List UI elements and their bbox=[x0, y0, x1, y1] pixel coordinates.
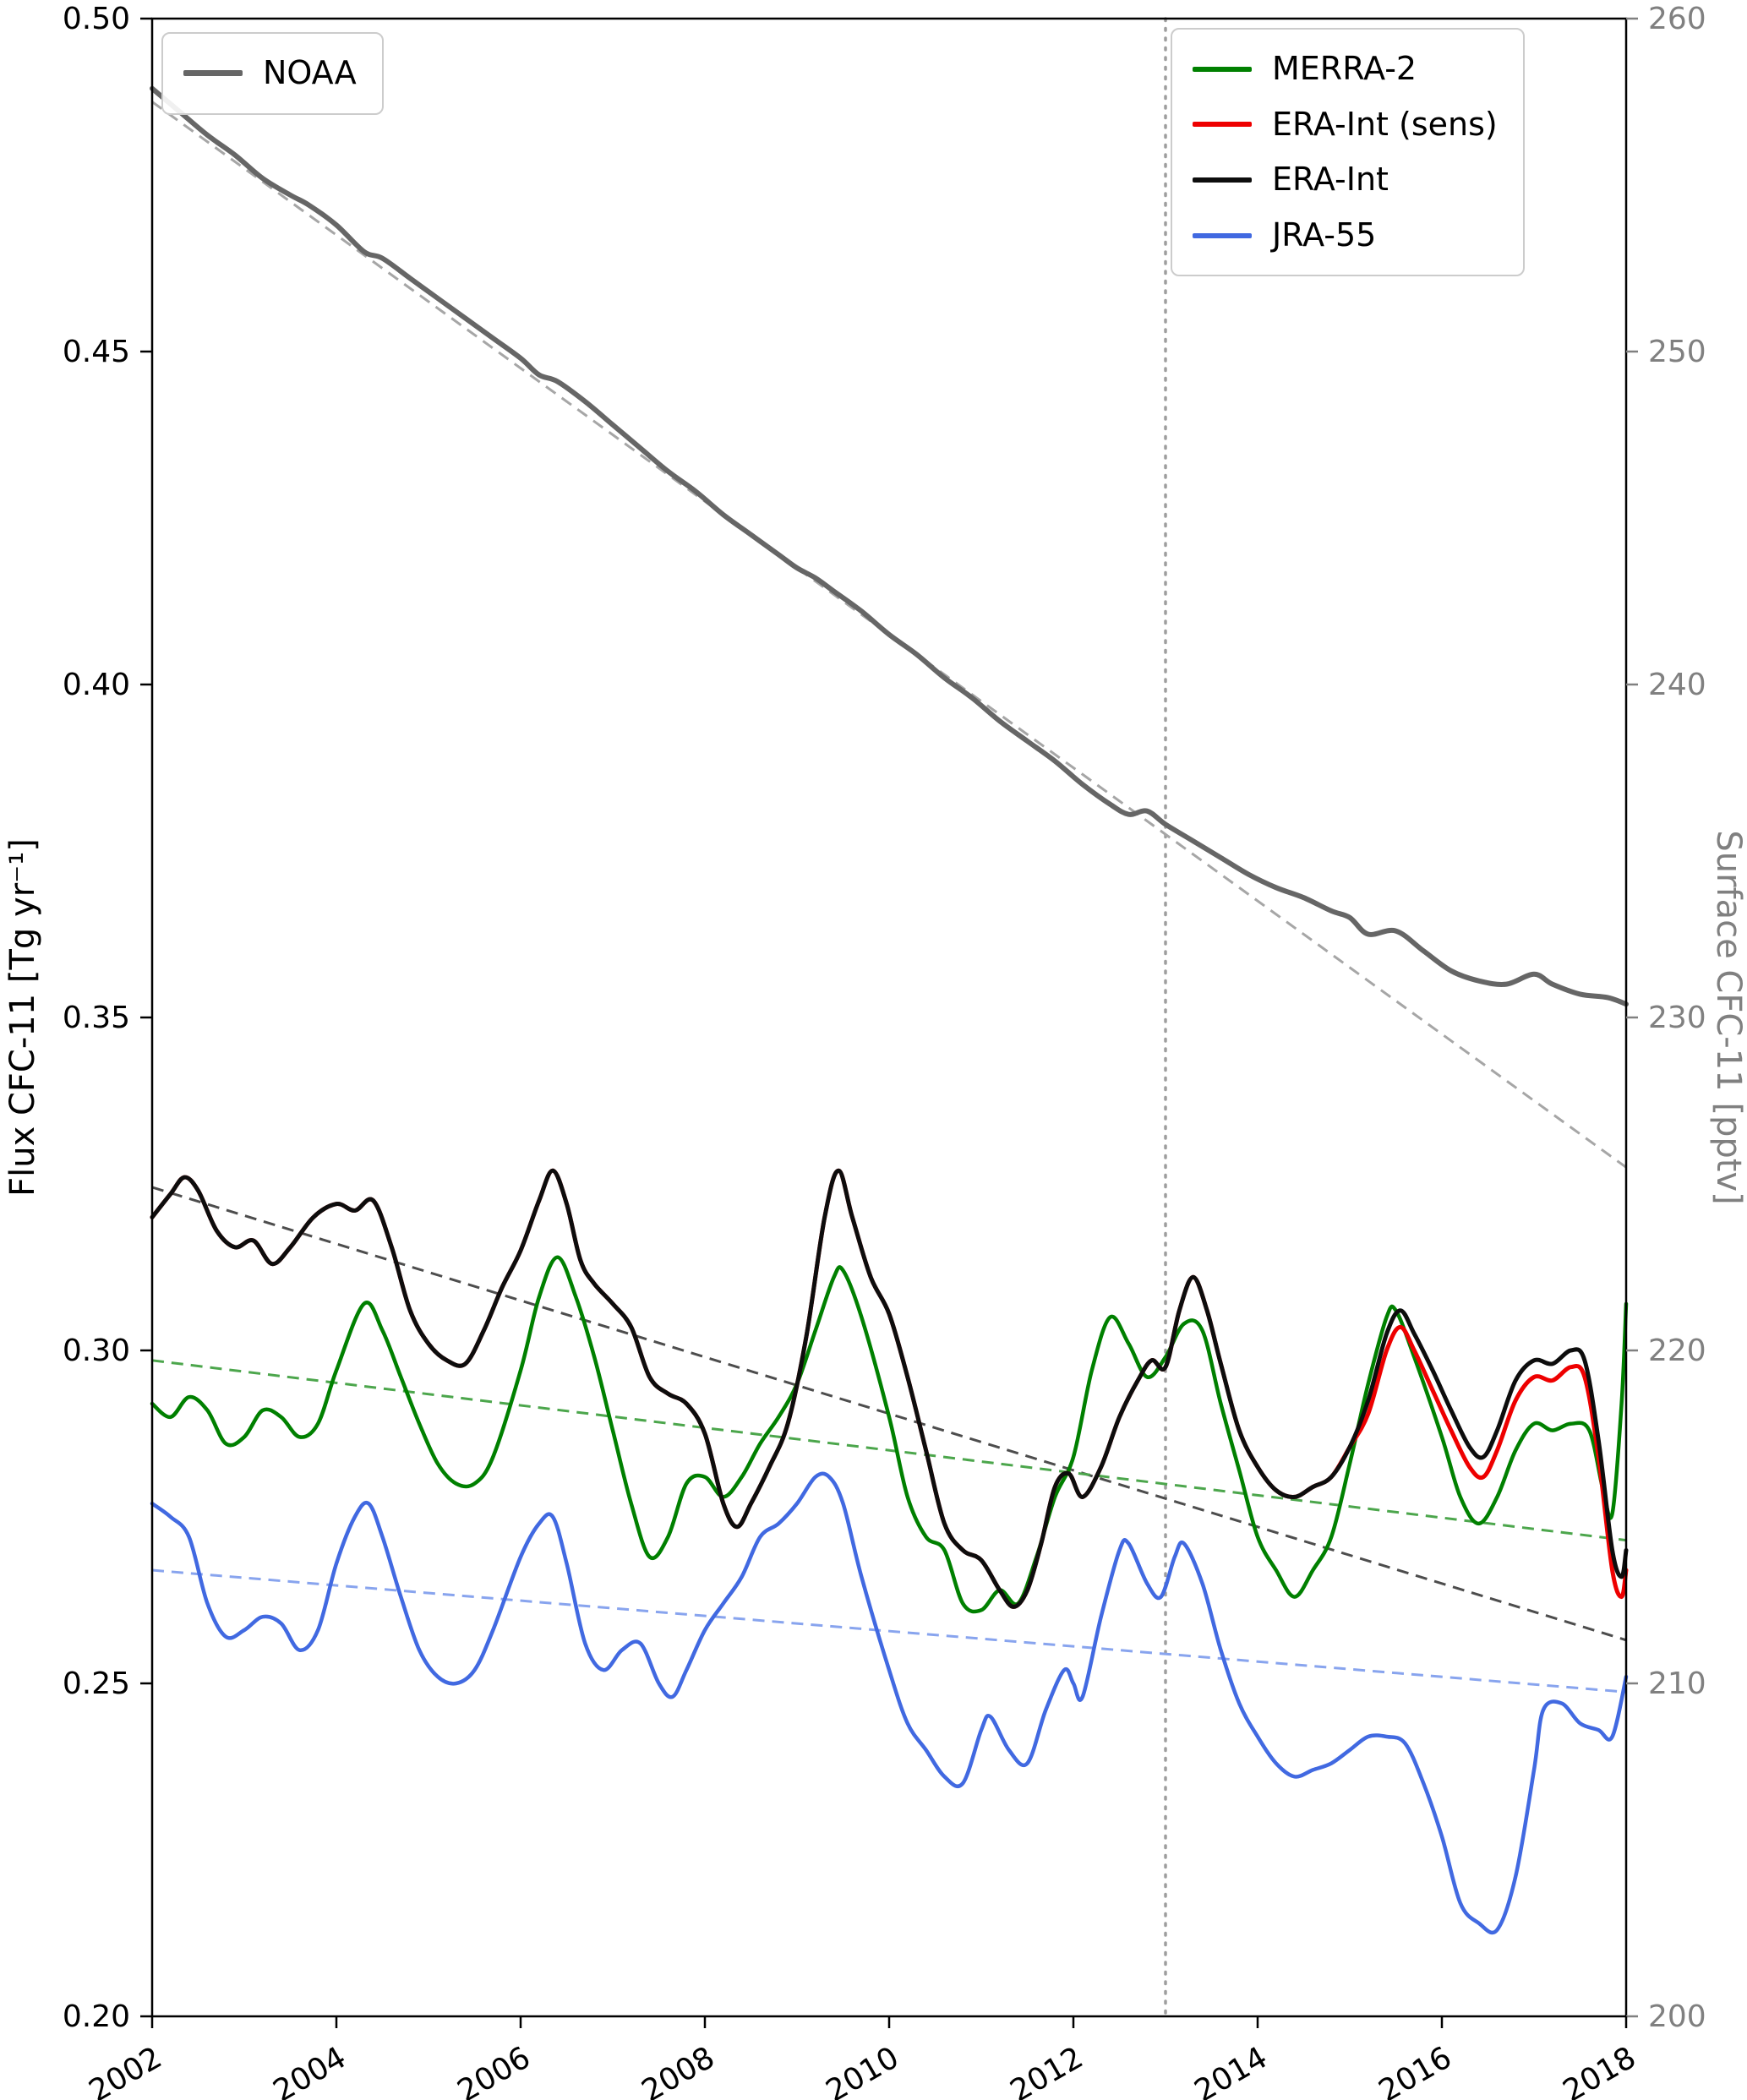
y-right-tick-label: 210 bbox=[1648, 1666, 1706, 1701]
y-left-tick-label: 0.25 bbox=[63, 1666, 130, 1701]
y-left-tick-label: 0.35 bbox=[63, 1001, 130, 1035]
legend-noaa: NOAA bbox=[161, 32, 384, 115]
noaa-line-swatch bbox=[183, 70, 243, 77]
series-line-era-int bbox=[150, 1168, 1629, 1609]
left-axis-label: Flux CFC-11 [Tg yr⁻¹] bbox=[3, 838, 42, 1197]
x-tick-label: 2018 bbox=[1558, 2040, 1642, 2100]
legend-label-noaa: NOAA bbox=[263, 54, 357, 91]
legend-item-era-int: ERA-Int bbox=[1189, 152, 1501, 208]
y-left-tick-label: 0.50 bbox=[63, 2, 130, 36]
y-left-tick-label: 0.40 bbox=[63, 668, 130, 702]
y-left-tick-label: 0.30 bbox=[63, 1334, 130, 1368]
y-left-tick-label: 0.45 bbox=[63, 335, 130, 369]
legend-label-merra2: MERRA-2 bbox=[1272, 50, 1417, 87]
series-line-era-int-sens bbox=[150, 1168, 1629, 1609]
legend-item-era-int-sens: ERA-Int (sens) bbox=[1189, 97, 1501, 153]
x-tick-label: 2012 bbox=[1005, 2040, 1089, 2100]
legend-label-jra55: JRA-55 bbox=[1272, 215, 1377, 254]
era-int-sens-line-swatch bbox=[1193, 122, 1252, 128]
x-tick-label: 2010 bbox=[821, 2040, 905, 2100]
right-axis-label: Surface CFC-11 [pptv] bbox=[1709, 830, 1747, 1204]
x-tick-label: 2004 bbox=[268, 2040, 352, 2100]
series-line-merra-2 bbox=[150, 1255, 1629, 1614]
y-right-tick-label: 200 bbox=[1648, 1999, 1706, 2034]
era-int-line-swatch bbox=[1193, 177, 1252, 183]
jra55-line-swatch bbox=[1193, 232, 1252, 238]
x-tick-label: 2002 bbox=[84, 2040, 168, 2100]
legend-item-noaa: NOAA bbox=[180, 46, 360, 101]
legend-label-era-int-sens: ERA-Int (sens) bbox=[1272, 105, 1498, 143]
x-tick-label: 2006 bbox=[452, 2040, 537, 2100]
y-right-tick-label: 230 bbox=[1648, 1001, 1706, 1035]
trend-line-noaa-trend bbox=[151, 101, 1627, 1169]
legend-item-merra2: MERRA-2 bbox=[1189, 41, 1501, 97]
x-tick-label: 2008 bbox=[636, 2040, 721, 2100]
plot-border bbox=[150, 17, 1628, 2018]
y-right-tick-label: 260 bbox=[1648, 2, 1706, 36]
y-left-tick-label: 0.20 bbox=[63, 1999, 130, 2034]
y-right-tick-label: 240 bbox=[1648, 668, 1706, 702]
trend-line-merra-2-trend bbox=[151, 1359, 1627, 1542]
series-line-noaa bbox=[150, 85, 1629, 1007]
legend-item-jra55: JRA-55 bbox=[1189, 208, 1501, 264]
y-right-tick-label: 250 bbox=[1648, 335, 1706, 369]
merra2-line-swatch bbox=[1193, 66, 1252, 72]
legend-main: MERRA-2 ERA-Int (sens) ERA-Int JRA-55 bbox=[1171, 28, 1525, 277]
legend-label-era-int: ERA-Int bbox=[1272, 161, 1389, 199]
trend-line-jra-55-trend bbox=[151, 1568, 1627, 1694]
x-tick-label: 2014 bbox=[1189, 2040, 1274, 2100]
y-right-tick-label: 220 bbox=[1648, 1334, 1706, 1368]
series-line-jra-55 bbox=[150, 1471, 1629, 1935]
x-tick-label: 2016 bbox=[1373, 2040, 1458, 2100]
